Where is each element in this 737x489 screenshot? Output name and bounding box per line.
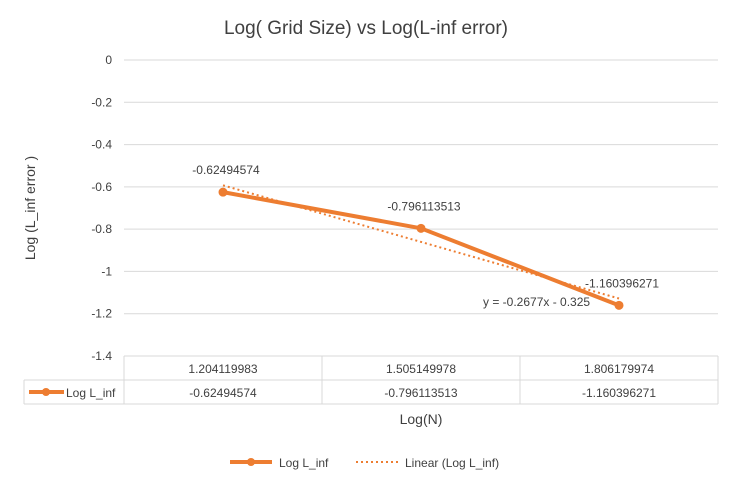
- legend-series-marker: [247, 458, 255, 466]
- data-label: -1.160396271: [585, 276, 659, 290]
- table-legend-marker: [42, 388, 50, 396]
- y-tick-label: -1: [101, 264, 112, 278]
- trendline: [222, 184, 620, 300]
- data-point: [416, 223, 426, 233]
- legend: Log L_inf Linear (Log L_inf): [230, 456, 499, 470]
- y-tick-label: -1.4: [91, 349, 112, 363]
- data-table: 1.204119983 1.505149978 1.806179974 -0.6249…: [23, 355, 719, 405]
- trendline-equation: y = -0.2677x - 0.325: [483, 295, 590, 309]
- trendline-path: [222, 184, 620, 300]
- table-cell: -0.796113513: [384, 386, 458, 400]
- y-tick-label: -0.8: [91, 222, 112, 236]
- legend-trendline-label: Linear (Log L_inf): [405, 456, 499, 470]
- y-tick-label: -0.2: [91, 95, 112, 109]
- y-tick-label: -1.2: [91, 307, 112, 321]
- chart-title: Log( Grid Size) vs Log(L-inf error): [224, 18, 508, 39]
- table-header-cell: 1.204119983: [188, 362, 258, 376]
- x-axis-title: Log(N): [400, 411, 443, 427]
- legend-series-label: Log L_inf: [279, 456, 329, 470]
- table-cell: -1.160396271: [582, 386, 656, 400]
- data-labels: -0.62494574 -0.796113513 -1.160396271: [192, 163, 659, 290]
- table-row-label: Log L_inf: [66, 386, 116, 400]
- table-cell: -0.62494574: [189, 386, 257, 400]
- y-axis-title: Log (L_inf error ): [22, 156, 38, 260]
- y-tick-labels: 0 -0.2 -0.4 -0.6 -0.8 -1 -1.2 -1.4: [91, 53, 112, 363]
- table-header-cell: 1.505149978: [386, 362, 456, 376]
- data-label: -0.796113513: [387, 199, 461, 213]
- data-label: -0.62494574: [192, 163, 260, 177]
- y-tick-label: -0.4: [91, 138, 112, 152]
- data-point: [218, 187, 228, 197]
- y-tick-label: 0: [105, 53, 112, 67]
- y-tick-label: -0.6: [91, 180, 112, 194]
- table-header-cell: 1.806179974: [584, 362, 654, 376]
- series-log-linf: [218, 187, 624, 310]
- data-point: [614, 300, 624, 310]
